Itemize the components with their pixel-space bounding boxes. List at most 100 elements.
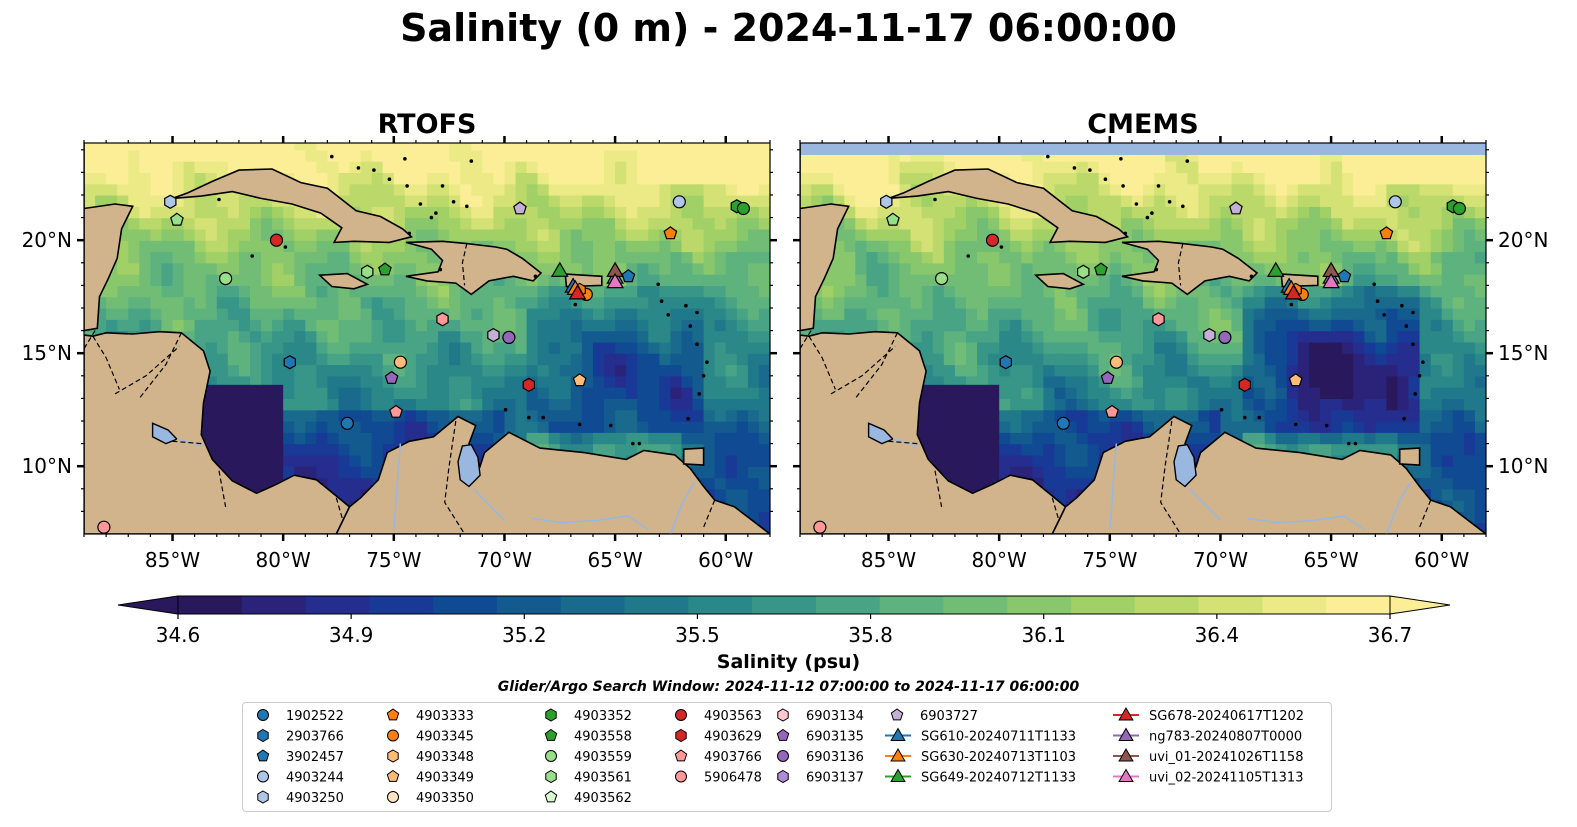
float-marker-4903333[interactable] [663,226,678,240]
float-marker-4903244b[interactable] [1452,201,1467,216]
island [1372,282,1376,287]
salinity-field [800,143,1486,534]
float-marker-4903333[interactable] [1379,226,1394,240]
island [1375,299,1380,304]
legend-circle-icon [675,709,687,721]
float-marker-2903766[interactable] [283,355,296,370]
float-marker-6903727[interactable] [513,201,527,215]
land-yucatanBelize [84,143,134,332]
float-marker-4903250[interactable] [880,194,893,209]
float-marker-6903137[interactable] [487,327,500,343]
colorbar-tick-label: 34.6 [156,623,201,647]
country-border [114,345,180,395]
float-marker-6903135[interactable] [1100,370,1115,384]
float-marker-6903134[interactable] [1152,312,1165,327]
float-marker-6903134[interactable] [436,312,449,327]
island [405,184,409,188]
float-marker-4903558[interactable] [1094,262,1108,276]
island [1088,168,1092,172]
chart-title: Salinity (0 m) - 2024-11-17 06:00:00 [400,6,1177,50]
glider-marker-uvi_02-20241105T1313[interactable] [606,272,624,289]
legend-label: 6903727 [920,709,978,724]
island [688,324,693,328]
legend-entry: 6903135 [776,728,864,745]
glider-marker-SG649-20240712T1133[interactable] [550,261,569,277]
float-marker-6903137[interactable] [1203,327,1216,343]
legend-entry: SG678-20240617T1202 [1113,706,1304,724]
float-marker-4903766[interactable] [1105,404,1119,418]
float-marker-5906478[interactable] [97,520,111,534]
glider-marker-uvi_02-20241105T1313[interactable] [1322,272,1340,289]
axis-ticks: 85°W 80°W 75°W 70°W 65°W 60°W 10°N 15°N 20°N [793,136,1548,572]
colorbar-frame [177,595,1391,615]
island [465,204,469,209]
float-marker-4903563[interactable] [269,233,284,247]
float-marker-3902457[interactable] [1337,269,1352,283]
island [283,245,288,249]
legend-entry: 6903727 [890,708,978,724]
island [541,415,545,420]
float-marker-2903766[interactable] [999,355,1013,370]
float-marker-4903629[interactable] [1238,377,1252,392]
float-marker-6903136[interactable] [1218,330,1232,344]
float-marker-4903561[interactable] [361,264,374,279]
float-marker-6903136[interactable] [502,330,516,344]
x-tick-label: 65°W [587,548,642,572]
legend-label: 4903333 [416,709,474,724]
float-marker-4903250[interactable] [164,194,177,209]
float-marker-4903558[interactable] [378,262,392,276]
float-marker-4903349[interactable] [1288,373,1303,387]
land-cuba [172,168,414,244]
glider-marker-SG678-20240617T1202[interactable] [1284,284,1303,300]
legend-label: SG630-20240713T1103 [921,750,1076,765]
float-marker-6903727[interactable] [1229,201,1243,215]
glider-marker-SG649-20240712T1133[interactable] [1266,261,1285,277]
colorbar-segment [496,596,562,614]
float-marker-1902522[interactable] [340,416,354,430]
float-marker-4903559[interactable] [934,272,949,286]
island [1121,184,1125,188]
x-tick-label: 75°W [1082,548,1137,572]
float-marker-4903244[interactable] [672,195,686,209]
float-marker-4903559[interactable] [219,272,233,286]
colorbar-segment [433,596,498,614]
legend-entry: 4903345 [387,729,474,745]
float-marker-4903563[interactable] [985,233,1000,247]
float-marker-4903350[interactable] [393,355,407,369]
island [695,342,699,347]
float-marker-4903562[interactable] [170,212,184,226]
glider-marker-SG678-20240617T1202[interactable] [568,284,587,300]
float-marker-4903349[interactable] [572,373,587,387]
legend-hexagon-icon [777,708,789,722]
country-border [1177,243,1184,286]
lake-nicaragua [867,422,895,445]
float-marker-4903350[interactable] [1109,355,1124,369]
legend-label: 1902522 [286,709,344,724]
island [1347,441,1351,446]
legend-hexagon-icon [387,749,399,763]
float-marker-4903766[interactable] [389,404,403,418]
legend-label: 4903348 [416,750,474,765]
legend-pentagon-icon [386,708,400,721]
float-marker-3902457[interactable] [621,269,636,283]
float-marker-4903562[interactable] [886,212,900,226]
legend-label: SG678-20240617T1202 [1149,709,1304,724]
float-marker-6903135[interactable] [384,370,399,384]
legend-glider-icon [1118,768,1134,782]
float-marker-4903244[interactable] [1388,195,1402,209]
float-marker-1902522[interactable] [1056,416,1070,430]
x-tick-label: 75°W [366,548,421,572]
island [1243,415,1247,420]
float-marker-4903561[interactable] [1076,264,1090,279]
float-marker-4903629[interactable] [522,377,536,392]
island [438,267,443,272]
float-marker-5906478[interactable] [813,520,827,534]
island [1249,274,1254,279]
float-marker-4903244b[interactable] [736,201,751,216]
country-border [92,335,120,390]
island [577,422,582,427]
legend-hexagon-icon [675,728,687,743]
legend-label: 4903559 [574,750,632,765]
map-panel-rtofs: RTOFS 85°W 80°W 75°W 70°W 65°W 60°W 10°N 15°N 20°… [22,109,777,572]
land-southAm [335,415,770,534]
